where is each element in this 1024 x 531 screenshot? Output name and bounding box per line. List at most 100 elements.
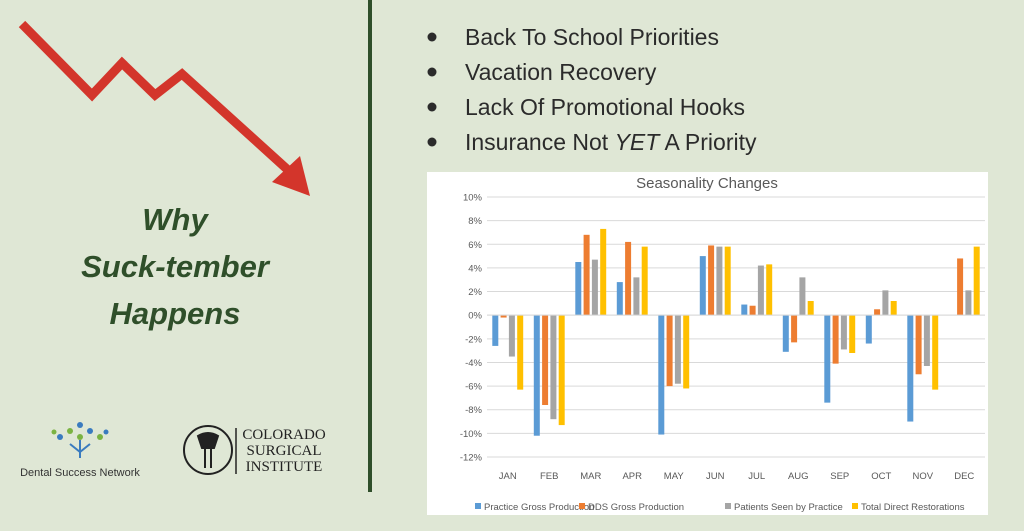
bar [683, 315, 690, 389]
bar [716, 246, 723, 316]
y-tick-label: 6% [468, 240, 482, 251]
bar [832, 315, 839, 364]
y-tick-label: 10% [463, 193, 483, 204]
x-tick-label: DEC [954, 471, 974, 482]
bar [874, 309, 881, 316]
bar [558, 315, 565, 426]
bar [633, 277, 640, 316]
legend-label: DDS Gross Production [588, 502, 684, 513]
down-arrow [18, 20, 292, 174]
x-tick-label: JUL [748, 471, 765, 482]
y-tick-label: -6% [465, 382, 482, 393]
bar [641, 246, 648, 316]
bar [849, 315, 856, 353]
y-tick-label: -8% [465, 405, 482, 416]
legend-swatch [579, 503, 585, 509]
bar [492, 315, 499, 346]
x-tick-label: FEB [540, 471, 558, 482]
bar [658, 315, 665, 435]
bar [749, 305, 756, 316]
bar [840, 315, 847, 350]
heading: Why [142, 202, 209, 237]
bar [741, 304, 748, 316]
bar [890, 301, 897, 316]
bar [882, 290, 889, 316]
legend-swatch [475, 503, 481, 509]
bar [965, 290, 972, 316]
legend-label: Total Direct Restorations [861, 502, 965, 513]
heading: Suck-tember [81, 249, 271, 284]
bar [500, 315, 507, 318]
bar [699, 256, 706, 316]
logo-text: COLORADO [242, 427, 326, 443]
chart-title: Seasonality Changes [636, 175, 778, 192]
x-tick-label: APR [622, 471, 642, 482]
bar [674, 315, 681, 384]
bar [542, 315, 549, 405]
bar [625, 241, 632, 316]
bar [799, 277, 806, 316]
bar [782, 315, 789, 352]
bar [508, 315, 515, 357]
bar [724, 246, 731, 316]
bar [583, 234, 590, 316]
x-tick-label: MAR [580, 471, 601, 482]
arrow-head [272, 156, 310, 196]
bar [807, 301, 814, 316]
x-tick-label: MAY [664, 471, 685, 482]
bar [757, 265, 764, 316]
heading: Happens [110, 296, 241, 331]
bar [550, 315, 557, 420]
bar [907, 315, 914, 422]
y-tick-label: 0% [468, 311, 482, 322]
y-tick-label: 2% [468, 287, 482, 298]
legend-swatch [852, 503, 858, 509]
dsn-logo [51, 422, 109, 458]
bar [600, 228, 607, 316]
x-tick-label: OCT [871, 471, 891, 482]
x-tick-label: NOV [912, 471, 933, 482]
bullet: Vacation Recovery [465, 59, 657, 85]
bullet: Back To School Priorities [465, 24, 719, 50]
x-tick-label: JUN [706, 471, 725, 482]
y-tick-label: 4% [468, 263, 482, 274]
bar [973, 246, 980, 316]
bullet-part: A Priority [664, 129, 757, 155]
bar [791, 315, 798, 343]
legend-label: Patients Seen by Practice [734, 502, 843, 513]
y-tick-label: 8% [468, 216, 482, 227]
bar [915, 315, 922, 375]
bar [533, 315, 540, 436]
bar [575, 262, 582, 316]
bar [923, 315, 930, 366]
bar [517, 315, 524, 390]
y-tick-label: -12% [460, 453, 483, 464]
csi-logo [183, 425, 237, 475]
bullet-part: YET [615, 129, 662, 155]
bar [766, 264, 773, 316]
logo-text: INSTITUTE [246, 459, 323, 475]
bullet: Insurance Not YET A Priority [465, 129, 757, 155]
logo-text: Dental Success Network [20, 467, 140, 479]
y-tick-label: -2% [465, 334, 482, 345]
logo-text: SURGICAL [246, 443, 321, 459]
legend-swatch [725, 503, 731, 509]
bar [957, 258, 964, 316]
bar [932, 315, 939, 390]
bar [824, 315, 831, 403]
bar [591, 259, 598, 316]
bullet-part: Insurance Not [465, 129, 609, 155]
x-tick-label: AUG [788, 471, 809, 482]
bar [865, 315, 872, 344]
y-tick-label: -4% [465, 358, 482, 369]
legend-label: Practice Gross Production [484, 502, 594, 513]
bar [616, 282, 623, 316]
bar [666, 315, 673, 387]
bar [708, 245, 715, 316]
x-tick-label: SEP [830, 471, 849, 482]
x-tick-label: JAN [499, 471, 517, 482]
bullets [427, 32, 437, 147]
bullet: Lack Of Promotional Hooks [465, 94, 745, 120]
